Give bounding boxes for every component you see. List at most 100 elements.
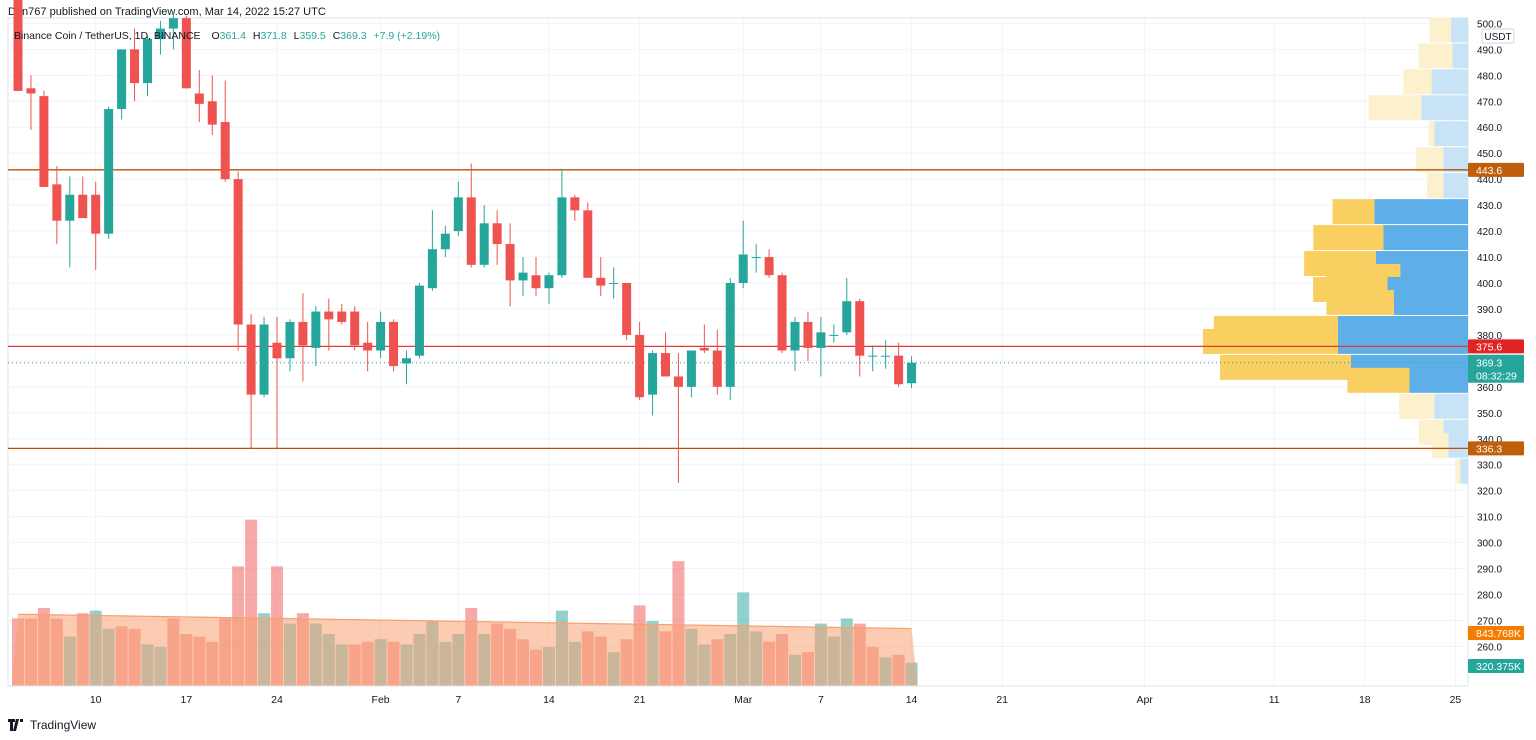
candle (181, 15, 191, 89)
price-tick-label: 270.0 (1477, 616, 1502, 627)
candle (803, 311, 813, 361)
candle (699, 324, 709, 354)
time-axis[interactable]: 10 17 24 Feb 7 14 21 Mar 7 14 21 Apr 11 18 25 (8, 685, 1468, 706)
currency-button[interactable]: USDT (1481, 28, 1515, 44)
candle (907, 356, 917, 389)
candle-body (26, 88, 36, 94)
candle-body (777, 275, 787, 351)
volume-profile-down-bar (1418, 43, 1453, 69)
candle (13, 0, 23, 91)
candle-body (272, 342, 282, 359)
candle (39, 90, 49, 187)
candle-body (686, 350, 696, 387)
candle-body (518, 272, 528, 281)
candle-body (648, 353, 658, 395)
price-tick-label: 300.0 (1477, 539, 1502, 550)
candle (583, 202, 593, 278)
candle-body (492, 223, 502, 245)
candle-body (738, 254, 748, 284)
price-tick-label: 320.0 (1477, 487, 1502, 498)
symbol-legend[interactable]: Binance Coin / TetherUS, 1D, BINANCE O36… (14, 30, 440, 42)
candle-body (376, 321, 386, 351)
candle-body (712, 350, 722, 387)
candle-body (402, 358, 411, 364)
candle (78, 176, 88, 219)
volume-profile-up-bar (1451, 17, 1468, 43)
candle-body (466, 197, 476, 265)
candle (272, 316, 282, 450)
volume-profile-down-bar (1428, 121, 1435, 147)
candle-body (479, 223, 489, 265)
volume-ma-area (12, 614, 918, 686)
time-tick-label: 11 (1269, 694, 1280, 706)
candle-body (39, 96, 49, 187)
candle (518, 257, 528, 296)
candle (207, 75, 217, 136)
candle-body (337, 311, 347, 322)
badge-volume-last: 320.375K (1468, 659, 1524, 673)
price-tick-label: 490.0 (1477, 45, 1502, 56)
volume-profile-up-bar (1443, 173, 1468, 199)
candle-body (324, 311, 334, 320)
volume-profile-down-bar (1456, 458, 1461, 484)
volume-profile-down-bar (1347, 367, 1410, 393)
candle (557, 168, 567, 278)
candle-body (427, 249, 437, 289)
candle-body (440, 233, 450, 250)
badge-support: 336.3 (1468, 441, 1524, 456)
candle (570, 194, 580, 221)
price-tick-label: 290.0 (1477, 565, 1502, 576)
volume-profile-up-bar (1421, 95, 1468, 121)
badge-support-bg (1468, 441, 1524, 456)
candle-body (363, 342, 373, 351)
candle (648, 350, 658, 416)
candle-body (350, 311, 360, 346)
candle-body (557, 197, 567, 276)
candle-body (181, 18, 191, 89)
badge-volume-last-text: 320.375K (1476, 661, 1521, 673)
tradingview-logo-icon[interactable] (8, 719, 24, 731)
candle-body (881, 355, 891, 357)
candle-body (78, 194, 88, 219)
candle (285, 319, 295, 372)
candle-body (596, 277, 606, 286)
badge-volume-last-bg (1468, 659, 1524, 673)
time-tick-label: 21 (634, 694, 646, 706)
price-tick-label: 380.0 (1477, 331, 1502, 342)
candle (117, 49, 127, 120)
price-tick-label: 400.0 (1477, 279, 1502, 290)
candle (402, 350, 411, 385)
chart-canvas[interactable]: 500.0 490.0 480.0 470.0 460.0 450.0 440.0 430.0… (0, 0, 1536, 712)
close-label: C (333, 30, 341, 42)
candle (52, 166, 62, 245)
open-label: O (211, 30, 219, 42)
footer-brand[interactable]: TradingView (30, 718, 97, 732)
candle (842, 277, 852, 335)
candle-body (816, 332, 826, 348)
badge-support-text: 336.3 (1476, 443, 1502, 455)
candle (622, 283, 632, 341)
price-tick-label: 470.0 (1477, 97, 1502, 108)
candle (881, 340, 891, 369)
volume-profile (1203, 17, 1468, 484)
candle (777, 272, 787, 354)
candle-body (583, 210, 593, 278)
candle (596, 257, 606, 296)
price-tick-label: 460.0 (1477, 123, 1502, 134)
candle-body (168, 18, 178, 29)
open-value: 361.4 (220, 30, 246, 42)
candle-body (544, 275, 554, 289)
candle-body (298, 321, 308, 346)
volume-profile-down-bar (1416, 147, 1444, 173)
price-tick-label: 310.0 (1477, 513, 1502, 524)
price-tick-label: 280.0 (1477, 591, 1502, 602)
candle (26, 75, 36, 130)
price-axis[interactable]: 500.0 490.0 480.0 470.0 460.0 450.0 440.0 430.0… (1477, 19, 1502, 653)
candle (311, 306, 321, 367)
candle (155, 20, 165, 55)
candle-body (246, 324, 256, 395)
high-label: H (253, 30, 261, 42)
candle-body (285, 321, 295, 359)
time-tick-label: Mar (734, 694, 753, 706)
price-tick-label: 430.0 (1477, 201, 1502, 212)
